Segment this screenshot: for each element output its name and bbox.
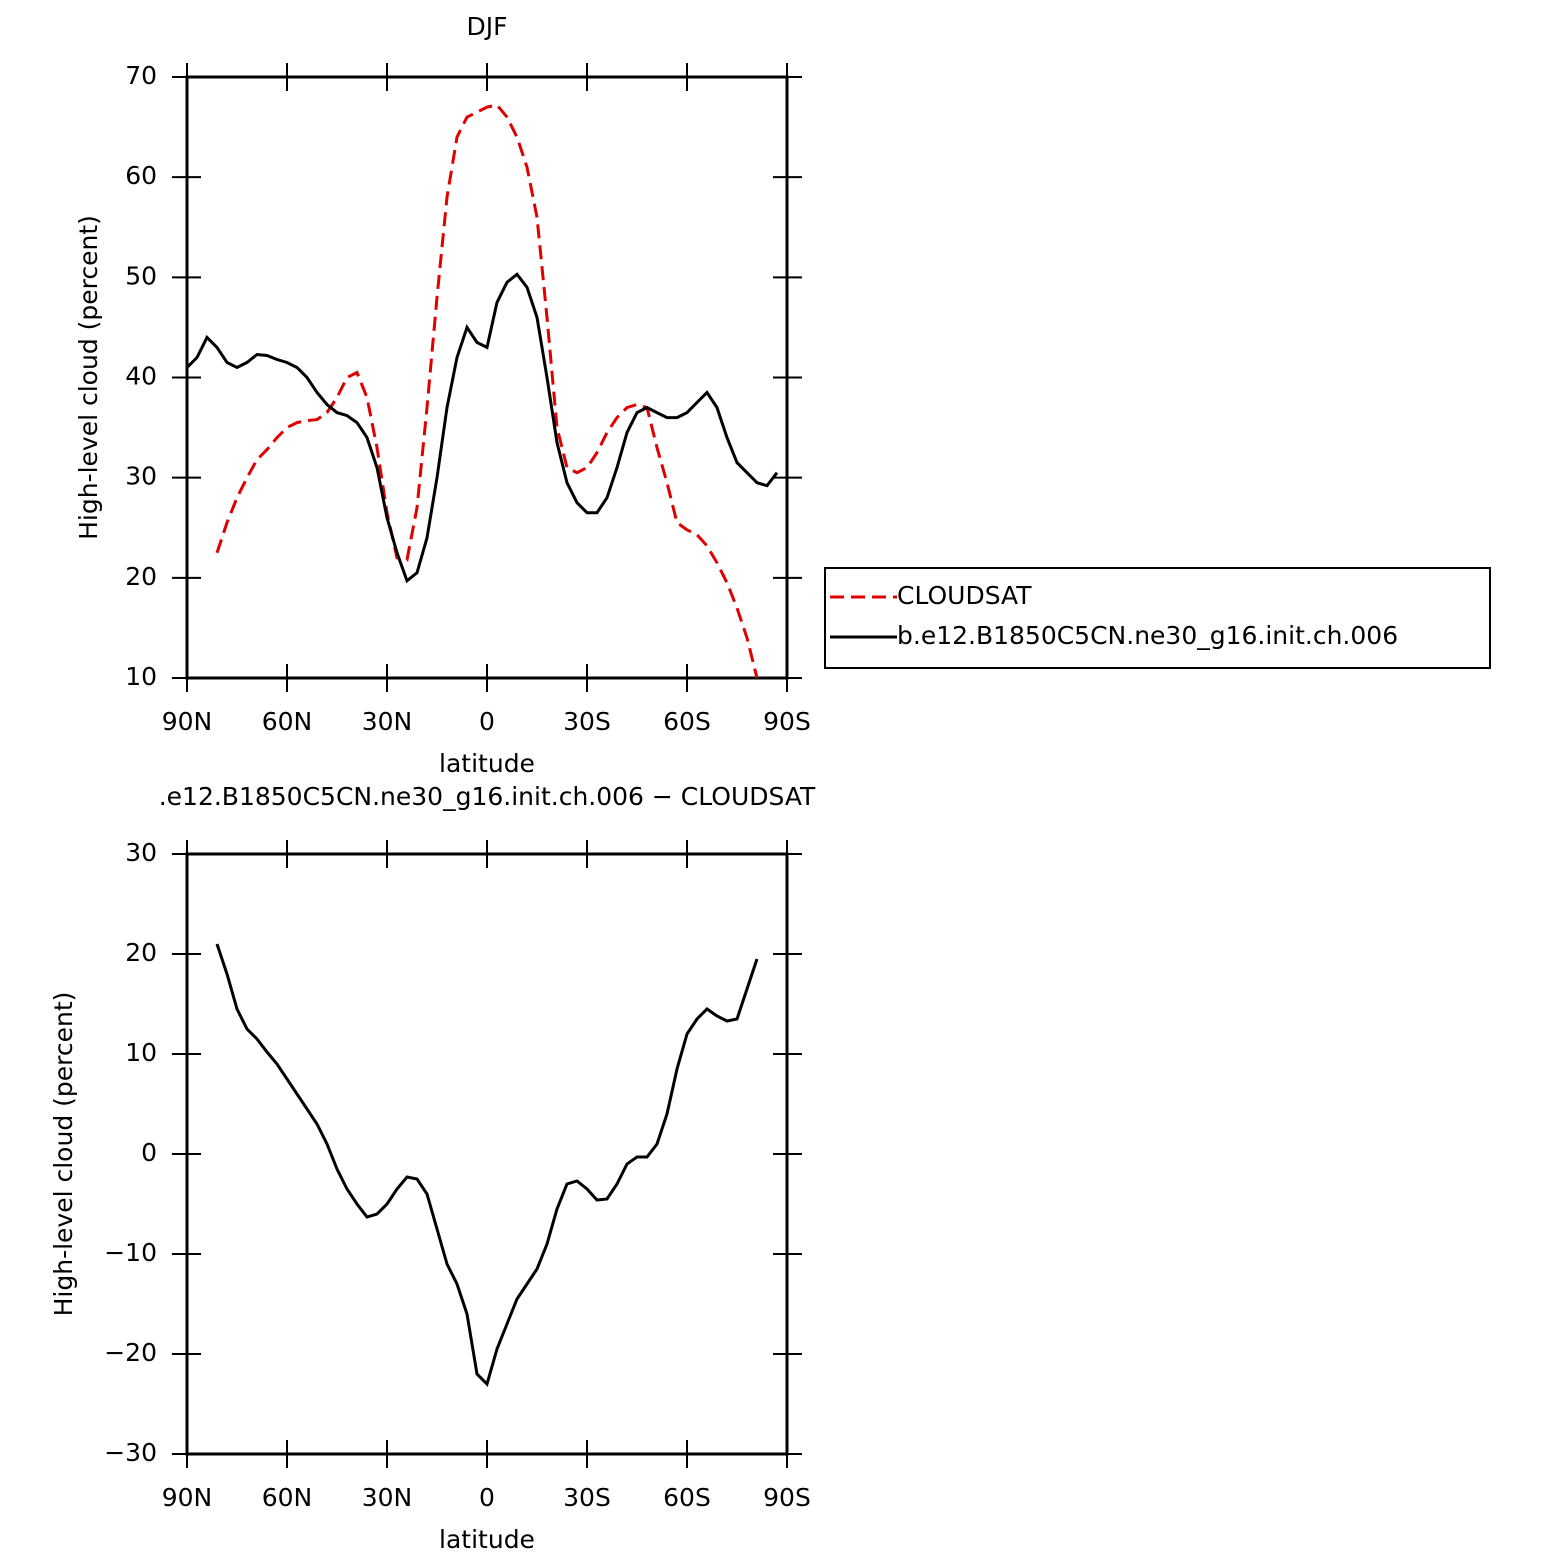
- data-line: [185, 272, 779, 584]
- y-tick-label: 0: [141, 1138, 157, 1167]
- x-tick-label: 0: [479, 707, 495, 736]
- x-tick-label: 60N: [262, 707, 313, 736]
- chart-title: DJF: [466, 12, 507, 41]
- chart-title: .e12.B1850C5CN.ne30_g16.init.ch.006 − CL…: [159, 782, 816, 811]
- y-tick-label: 30: [125, 462, 157, 491]
- y-tick-label: 50: [125, 261, 157, 290]
- data-line: [215, 103, 759, 679]
- x-tick-label: 0: [479, 1483, 495, 1512]
- y-tick-label: 20: [125, 938, 157, 967]
- y-tick-label: −20: [104, 1338, 157, 1367]
- plot-frame: [185, 852, 789, 1456]
- y-tick-label: −30: [104, 1438, 157, 1467]
- x-tick-label: 90N: [162, 1483, 213, 1512]
- x-tick-label: 30N: [362, 1483, 413, 1512]
- y-axis-label: High-level cloud (percent): [49, 992, 78, 1317]
- y-tick-label: 40: [125, 362, 157, 391]
- x-tick-label: 30N: [362, 707, 413, 736]
- y-tick-label: 20: [125, 562, 157, 591]
- x-tick-label: 30S: [563, 1483, 611, 1512]
- data-line: [215, 943, 759, 1387]
- x-tick-label: 90N: [162, 707, 213, 736]
- legend-label: CLOUDSAT: [897, 581, 1032, 610]
- plot-frame: [185, 75, 789, 680]
- y-tick-label: 60: [125, 161, 157, 190]
- x-tick-label: 90S: [763, 707, 811, 736]
- x-axis-label: latitude: [439, 1525, 535, 1554]
- x-axis-label: latitude: [439, 749, 535, 778]
- y-tick-label: 30: [125, 838, 157, 867]
- y-tick-label: 10: [125, 1038, 157, 1067]
- x-tick-label: 60S: [663, 1483, 711, 1512]
- x-tick-label: 60N: [262, 1483, 313, 1512]
- y-tick-label: −10: [104, 1238, 157, 1267]
- x-tick-label: 30S: [563, 707, 611, 736]
- y-tick-label: 70: [125, 61, 157, 90]
- y-axis-label: High-level cloud (percent): [74, 215, 103, 540]
- legend-label: b.e12.B1850C5CN.ne30_g16.init.ch.006: [897, 621, 1398, 650]
- x-tick-label: 60S: [663, 707, 711, 736]
- x-tick-label: 90S: [763, 1483, 811, 1512]
- legend-box: [824, 567, 1491, 669]
- y-tick-label: 10: [125, 662, 157, 691]
